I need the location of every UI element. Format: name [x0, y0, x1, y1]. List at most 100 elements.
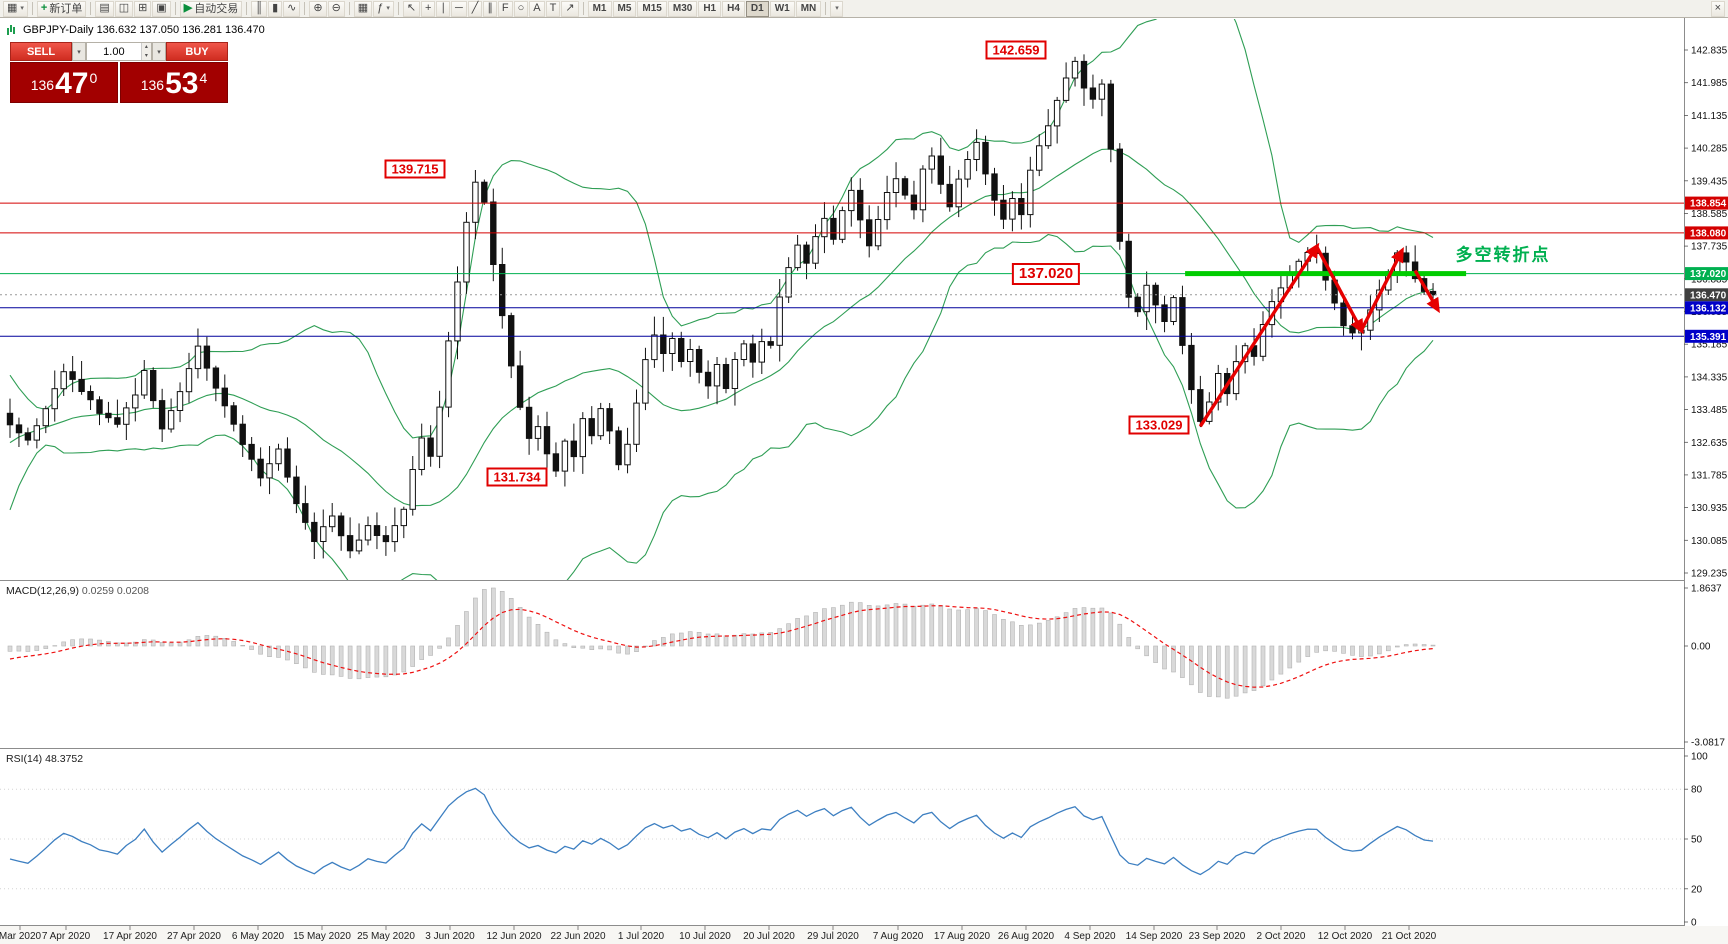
indicators-button[interactable]: ƒ ▾ [373, 0, 394, 17]
timeframe-button-h4[interactable]: H4 [722, 0, 745, 17]
main-toolbar: ▦ ▾ + 新订单 ▤ ◫ ⊞ ▣ ▶ 自动交易 ║ ▮ ∿ ⊕ ⊖ ▦ ƒ ▾ … [0, 0, 1728, 18]
close-icon: × [1714, 2, 1721, 14]
market-watch-button[interactable]: ▤ [95, 0, 114, 17]
arrow-tool-button[interactable]: ↗ [561, 0, 579, 17]
step-down-icon[interactable]: ▾ [144, 52, 148, 59]
close-chart-button[interactable]: × [1710, 0, 1725, 17]
svg-text:10 Jul 2020: 10 Jul 2020 [679, 931, 731, 942]
svg-text:29 Jul 2020: 29 Jul 2020 [807, 931, 859, 942]
timeframe-button-w1[interactable]: W1 [769, 0, 795, 17]
terminal-icon: ▣ [156, 2, 167, 14]
svg-text:132.635: 132.635 [1691, 438, 1728, 449]
sell-price-sup: 0 [89, 70, 98, 86]
candle-chart-type-button[interactable]: ▮ [268, 0, 283, 17]
ellipse-icon: ○ [517, 2, 525, 14]
crosshair-tool-button[interactable]: + [421, 0, 436, 17]
toolbar-separator [31, 2, 33, 15]
svg-text:138.080: 138.080 [1690, 228, 1727, 239]
chart-icon [6, 24, 18, 36]
svg-text:20: 20 [1691, 884, 1703, 895]
tile-windows-button[interactable]: ▦ [353, 0, 373, 17]
trendline-tool-button[interactable]: ╱ [467, 0, 483, 17]
terminal-button[interactable]: ▣ [152, 0, 171, 17]
cursor-tool-button[interactable]: ↖ [402, 0, 421, 17]
svg-text:Mar 2020: Mar 2020 [0, 931, 42, 942]
price-callout-142.659[interactable]: 142.659 [985, 40, 1047, 60]
zoom-out-icon: ⊖ [331, 2, 341, 14]
shapes-tool-button[interactable]: ○ [513, 0, 529, 17]
chart-window-icon: ▦ [7, 2, 18, 14]
navigator-button[interactable]: ⊞ [134, 0, 152, 17]
svg-text:130.935: 130.935 [1691, 503, 1728, 514]
crosshair-icon: + [425, 2, 432, 14]
support-zone-line[interactable] [1185, 271, 1467, 277]
macd-name: MACD(12,26,9) [6, 585, 79, 597]
indicators-icon: ƒ [377, 2, 384, 14]
zoom-in-button[interactable]: ⊕ [309, 0, 327, 17]
svg-text:1 Jul 2020: 1 Jul 2020 [618, 931, 665, 942]
trend-arrows[interactable] [1198, 242, 1440, 428]
buy-options-dropdown[interactable]: ▾ [152, 42, 166, 61]
svg-text:137.020: 137.020 [1690, 269, 1727, 280]
buy-price-sup: 4 [199, 70, 208, 86]
toolbar-overflow-button[interactable]: ▾ [830, 0, 843, 17]
volume-field: ▴▾ [86, 42, 152, 61]
navigator-icon: ⊞ [138, 2, 148, 14]
volume-input[interactable] [87, 43, 141, 60]
bar-chart-icon: ║ [255, 2, 264, 14]
toolbar-separator [90, 2, 92, 15]
toolbar-separator [174, 2, 176, 15]
volume-stepper[interactable]: ▴ ▾ [140, 43, 151, 60]
timeframe-button-h1[interactable]: H1 [698, 0, 722, 17]
svg-text:17 Aug 2020: 17 Aug 2020 [934, 931, 991, 942]
horizontal-line-tool-button[interactable]: ─ [450, 0, 467, 17]
svg-text:135.185: 135.185 [1691, 340, 1728, 351]
line-chart-type-button[interactable]: ∿ [283, 0, 301, 17]
new-order-button[interactable]: + 新订单 [36, 0, 87, 17]
turning-point-annotation[interactable]: 多空转折点 [1455, 245, 1551, 265]
text-tool-button[interactable]: A [529, 0, 545, 17]
timeframe-button-m5[interactable]: M5 [612, 0, 637, 17]
price-callout-131.734[interactable]: 131.734 [486, 467, 548, 487]
bar-chart-type-button[interactable]: ║ [251, 0, 268, 17]
svg-text:137.735: 137.735 [1691, 242, 1728, 253]
macd-pane [7, 587, 1436, 699]
timeframe-button-m1[interactable]: M1 [587, 0, 612, 17]
data-window-button[interactable]: ◫ [114, 0, 134, 17]
buy-button[interactable]: BUY [166, 42, 228, 61]
price-axis[interactable]: 142.835 141.985 141.135 140.285 139.435 138.5… [1684, 18, 1728, 944]
timeframe-button-d1[interactable]: D1 [745, 0, 769, 17]
price-callout-139.715[interactable]: 139.715 [384, 159, 446, 179]
buy-price[interactable]: 136 53 4 [120, 62, 228, 103]
price-callout-133.029[interactable]: 133.029 [1128, 415, 1190, 435]
step-up-icon[interactable]: ▴ [144, 44, 148, 50]
fibonacci-tool-button[interactable]: F [497, 0, 513, 17]
new-order-label: 新订单 [49, 2, 83, 15]
indicator-axes: 1.8637 0.00 -3.0817 100 80 50 20 0 [1684, 584, 1725, 929]
price-callout-137.020[interactable]: 137.020 [1011, 263, 1081, 285]
vertical-line-tool-button[interactable]: ∣ [436, 0, 450, 17]
sell-button[interactable]: SELL [10, 42, 72, 61]
zoom-out-button[interactable]: ⊖ [327, 0, 345, 17]
timeframe-button-mn[interactable]: MN [795, 0, 822, 17]
sell-price[interactable]: 136 47 0 [10, 62, 118, 103]
tile-windows-icon: ▦ [357, 2, 369, 14]
svg-text:0: 0 [1691, 918, 1697, 929]
toolbar-separator [348, 2, 350, 15]
timeframe-button-m15[interactable]: M15 [637, 0, 667, 17]
time-axis[interactable]: Mar 2020 7 Apr 2020 17 Apr 2020 27 Apr 2020… [0, 926, 1728, 944]
new-chart-button[interactable]: ▦ ▾ [3, 0, 28, 17]
svg-text:27 Apr 2020: 27 Apr 2020 [167, 931, 221, 942]
sell-options-dropdown[interactable]: ▾ [72, 42, 86, 61]
label-tool-button[interactable]: T [545, 0, 561, 17]
channel-tool-button[interactable]: ∥ [483, 0, 497, 17]
rsi-indicator-label: RSI(14) 48.3752 [6, 753, 83, 765]
buy-price-int: 136 [140, 77, 165, 94]
svg-text:131.785: 131.785 [1691, 470, 1728, 481]
data-window-icon: ◫ [118, 2, 130, 14]
svg-text:17 Apr 2020: 17 Apr 2020 [103, 931, 157, 942]
autotrade-button[interactable]: ▶ 自动交易 [179, 0, 243, 17]
timeframe-button-m30[interactable]: M30 [667, 0, 698, 17]
rsi-value: 48.3752 [45, 753, 84, 765]
